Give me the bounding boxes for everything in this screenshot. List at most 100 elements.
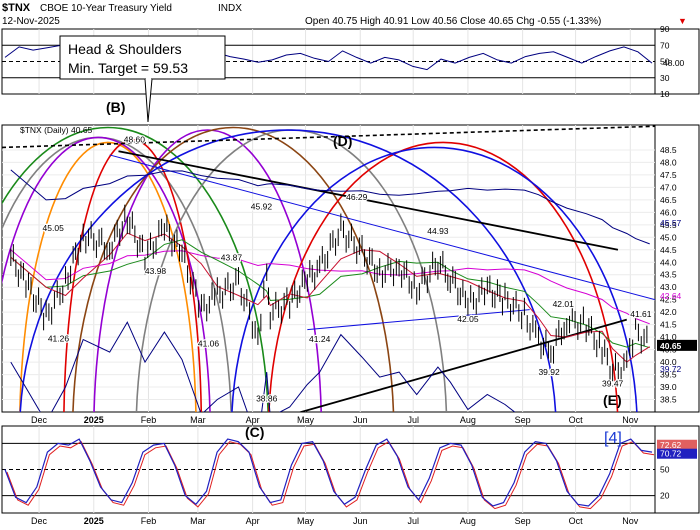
- swing-value-label: 44.93: [427, 226, 449, 236]
- rsi-tick-label: 50: [660, 57, 670, 67]
- swing-value-label: 43.87: [221, 253, 243, 263]
- cycle-arc: [2, 137, 211, 412]
- price-tick-label: 43.5: [660, 270, 677, 280]
- x-tick-label: Sep: [515, 516, 531, 526]
- x-tick-label: 2025: [84, 516, 104, 526]
- price-tick-label: 45.5: [660, 220, 677, 230]
- x-tick-label: Oct: [569, 516, 584, 526]
- bollinger-lower-line: [10, 321, 516, 412]
- price-tick-label: 44.0: [660, 257, 677, 267]
- resistance-dashed-line: [2, 125, 655, 149]
- x-tick-label: Dec: [31, 516, 48, 526]
- rsi-last-value: 48.00: [663, 58, 685, 68]
- descending-trendline: [118, 150, 619, 251]
- x-tick-label: Jun: [353, 516, 368, 526]
- swing-value-label: 41.61: [630, 309, 652, 319]
- rsi-tick-label: 10: [660, 89, 670, 99]
- stoch-value-tag: [657, 448, 697, 459]
- price-tick-label: 39.5: [660, 370, 677, 380]
- swing-value-label: 41.06: [198, 339, 220, 349]
- annotation-pointer: [144, 78, 153, 123]
- cycle-arc: [19, 141, 197, 412]
- price-tick-label: 48.0: [660, 157, 677, 167]
- stoch-last-value: 72.62: [660, 440, 682, 450]
- x-tick-label: Nov: [622, 516, 639, 526]
- price-tick-label: 46.5: [660, 195, 677, 205]
- price-tick-label: 42.0: [660, 307, 677, 317]
- swing-value-label: 42.01: [553, 299, 575, 309]
- price-tick-label: 39.0: [660, 382, 677, 392]
- annotation-box: [59, 35, 226, 80]
- x-tick-label: Jul: [407, 516, 419, 526]
- cycle-arc: [2, 127, 269, 412]
- price-tick-label: 43.0: [660, 282, 677, 292]
- cycle-arc: [63, 139, 203, 412]
- down-change-icon: ▼: [678, 16, 687, 26]
- swing-value-label: 48.60: [124, 134, 146, 144]
- price-tick-label: 41.0: [660, 332, 677, 342]
- x-tick-label: Aug: [460, 516, 476, 526]
- last-price-tag: [657, 339, 697, 351]
- x-tick-label: Mar: [190, 516, 206, 526]
- x-tick-label: Oct: [569, 415, 584, 425]
- x-tick-label: Dec: [31, 415, 48, 425]
- stoch-fast-line: [4, 438, 653, 507]
- x-tick-label: Feb: [141, 516, 157, 526]
- swing-value-label: 46.29: [346, 192, 368, 202]
- x-tick-label: Feb: [141, 415, 157, 425]
- swing-value-label: 45.05: [43, 223, 65, 233]
- wave-label-e: (E): [603, 392, 622, 408]
- x-tick-label: Aug: [460, 415, 476, 425]
- cycle-count-label: [4]: [604, 430, 622, 447]
- right-axis-frame: [654, 124, 700, 413]
- quote-line: Open 40.75 High 40.91 Low 40.56 Close 40…: [305, 16, 602, 27]
- cycle-arc: [268, 142, 619, 412]
- right-value-tag: 45.57: [660, 218, 682, 228]
- ma-mid-line: [10, 239, 650, 349]
- chart-symbol: $TNX: [2, 2, 31, 14]
- cycle-arc: [93, 129, 322, 412]
- price-tick-label: 38.5: [660, 395, 677, 405]
- price-tick-label: 40.0: [660, 357, 677, 367]
- ma-long-line: [10, 249, 650, 325]
- x-tick-label: 2025: [84, 415, 104, 425]
- rsi-tick-label: 30: [660, 73, 670, 83]
- price-tick-label: 44.5: [660, 245, 677, 255]
- swing-value-label: 41.24: [309, 334, 331, 344]
- annotation-title: Head & Shoulders: [68, 41, 182, 57]
- series-title: $TNX (Daily) 40.65: [20, 125, 93, 135]
- x-tick-label: May: [297, 516, 315, 526]
- x-tick-label: Sep: [515, 415, 531, 425]
- swing-value-label: 39.47: [602, 378, 624, 388]
- stoch-value-tag: [657, 439, 697, 450]
- channel-trendline: [109, 154, 655, 301]
- ma-slow-line: [10, 169, 650, 245]
- stoch-slow-line: [6, 441, 655, 510]
- rsi-tick-label: 70: [660, 40, 670, 50]
- stoch-last-value: 70.72: [660, 449, 682, 459]
- stoch-tick-label: 50: [660, 465, 670, 475]
- x-tick-label: Jun: [353, 415, 368, 425]
- annotation-target: Min. Target = 59.53: [68, 60, 188, 76]
- stoch-tick-label: 20: [660, 491, 670, 501]
- swing-value-label: 38.86: [256, 394, 278, 404]
- x-tick-label: Apr: [246, 516, 260, 526]
- chart-exchange: INDX: [218, 3, 242, 14]
- x-tick-label: Nov: [622, 415, 639, 425]
- x-tick-label: May: [297, 415, 315, 425]
- x-tick-label: Jul: [407, 415, 419, 425]
- last-price-label: 40.65: [660, 341, 682, 351]
- price-tick-label: 47.5: [660, 170, 677, 180]
- chart-date: 12-Nov-2025: [2, 16, 60, 27]
- price-tick-label: 41.5: [660, 320, 677, 330]
- price-tick-label: 46.0: [660, 207, 677, 217]
- wave-label-c: (C): [245, 424, 264, 440]
- right-value-tag: 39.72: [660, 364, 682, 374]
- x-tick-label: Apr: [246, 415, 260, 425]
- rsi-tick-label: 90: [660, 24, 670, 34]
- swing-value-label: 43.98: [145, 266, 167, 276]
- swing-value-label: 39.92: [538, 367, 560, 377]
- price-tick-label: 47.0: [660, 182, 677, 192]
